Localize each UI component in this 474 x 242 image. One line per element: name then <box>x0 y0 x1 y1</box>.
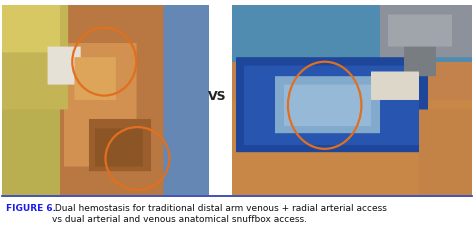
Text: VS: VS <box>208 90 227 103</box>
Text: FIGURE 6.: FIGURE 6. <box>6 204 55 213</box>
Text: Dual hemostasis for traditional distal arm venous + radial arterial access
vs du: Dual hemostasis for traditional distal a… <box>52 204 387 224</box>
